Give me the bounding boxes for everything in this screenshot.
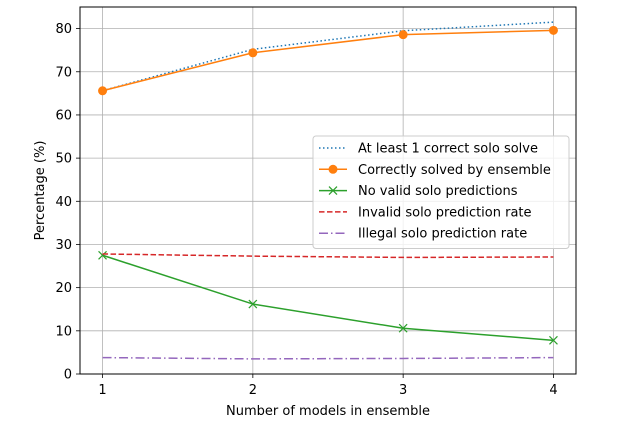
- data-point: [248, 48, 258, 58]
- legend-marker: [328, 164, 338, 174]
- legend-entry: Correctly solved by ensemble: [358, 163, 551, 178]
- legend-entry: No valid solo predictions: [358, 184, 518, 199]
- data-point: [548, 25, 558, 35]
- marker-stroke: [248, 299, 258, 309]
- y-tick-label: 60: [55, 108, 72, 123]
- x-tick-label: 3: [399, 383, 407, 398]
- marker-stroke: [549, 335, 558, 345]
- marker-stroke: [398, 323, 408, 333]
- plot-frame: [79, 6, 577, 375]
- y-tick-label: 10: [55, 324, 72, 339]
- x-tick-label: 1: [98, 383, 106, 398]
- series-line-3: [102, 254, 554, 342]
- series-line-2: [102, 29, 554, 92]
- y-tick-label: 30: [55, 238, 72, 253]
- data-point: [248, 299, 258, 309]
- data-point: [398, 323, 408, 333]
- legend-marker: [328, 186, 338, 196]
- data-point: [98, 86, 108, 96]
- legend-entry: At least 1 correct solo solve: [358, 142, 538, 157]
- legend-entry: Invalid solo prediction rate: [358, 205, 532, 220]
- data-point: [98, 250, 107, 260]
- y-axis-label: Percentage (%): [33, 141, 48, 241]
- series-layer: [98, 21, 558, 360]
- x-axis-label: Number of models in ensemble: [226, 404, 430, 419]
- series-line-5: [102, 356, 554, 360]
- marker-stroke: [328, 186, 338, 196]
- marker-stroke: [98, 250, 107, 260]
- y-tick-label: 50: [55, 152, 72, 167]
- x-tick-label: 2: [249, 383, 257, 398]
- legend: At least 1 correct solo solve Correctly s…: [312, 135, 570, 249]
- y-tick-label: 70: [55, 65, 72, 80]
- legend-entry: Illegal solo prediction rate: [358, 227, 527, 242]
- y-tick-label: 40: [55, 195, 72, 210]
- y-tick-label: 0: [64, 368, 72, 383]
- data-point: [549, 335, 558, 345]
- x-tick-label: 4: [549, 383, 557, 398]
- data-point: [398, 30, 408, 40]
- y-tick-label: 20: [55, 281, 72, 296]
- y-tick-label: 80: [55, 22, 72, 37]
- legend-box: [312, 135, 570, 249]
- series-line-4: [102, 253, 554, 259]
